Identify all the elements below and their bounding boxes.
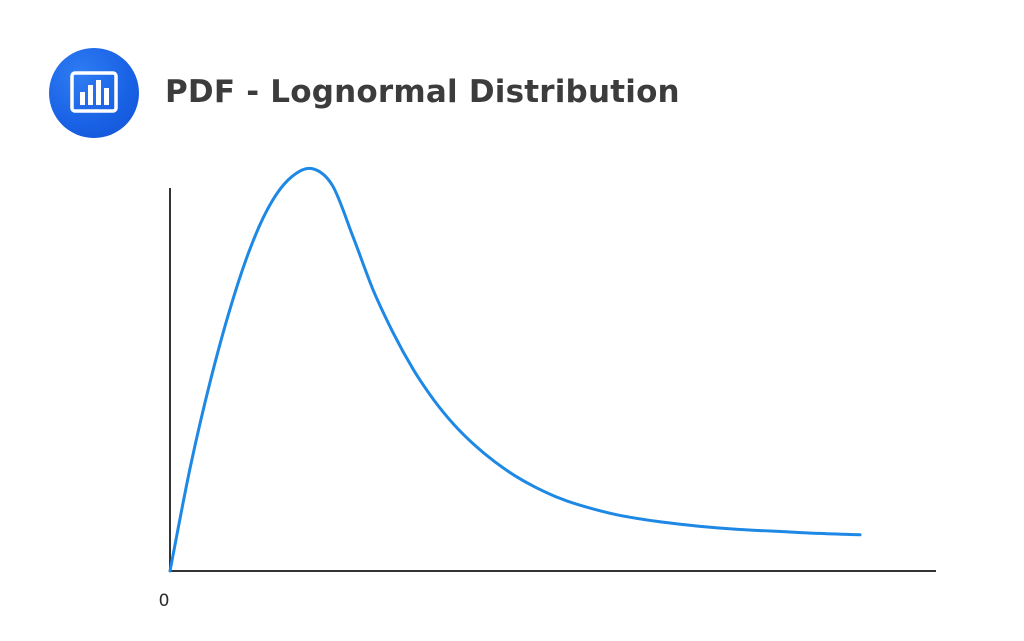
header-badge bbox=[49, 48, 139, 138]
series-layer bbox=[168, 166, 862, 573]
bar-chart-icon bbox=[70, 71, 118, 113]
page-title: PDF - Lognormal Distribution bbox=[165, 74, 680, 110]
x-tick-label-0: 0 bbox=[159, 591, 170, 611]
series-line-0 bbox=[168, 166, 862, 573]
tick-layer: 0 bbox=[159, 591, 170, 611]
